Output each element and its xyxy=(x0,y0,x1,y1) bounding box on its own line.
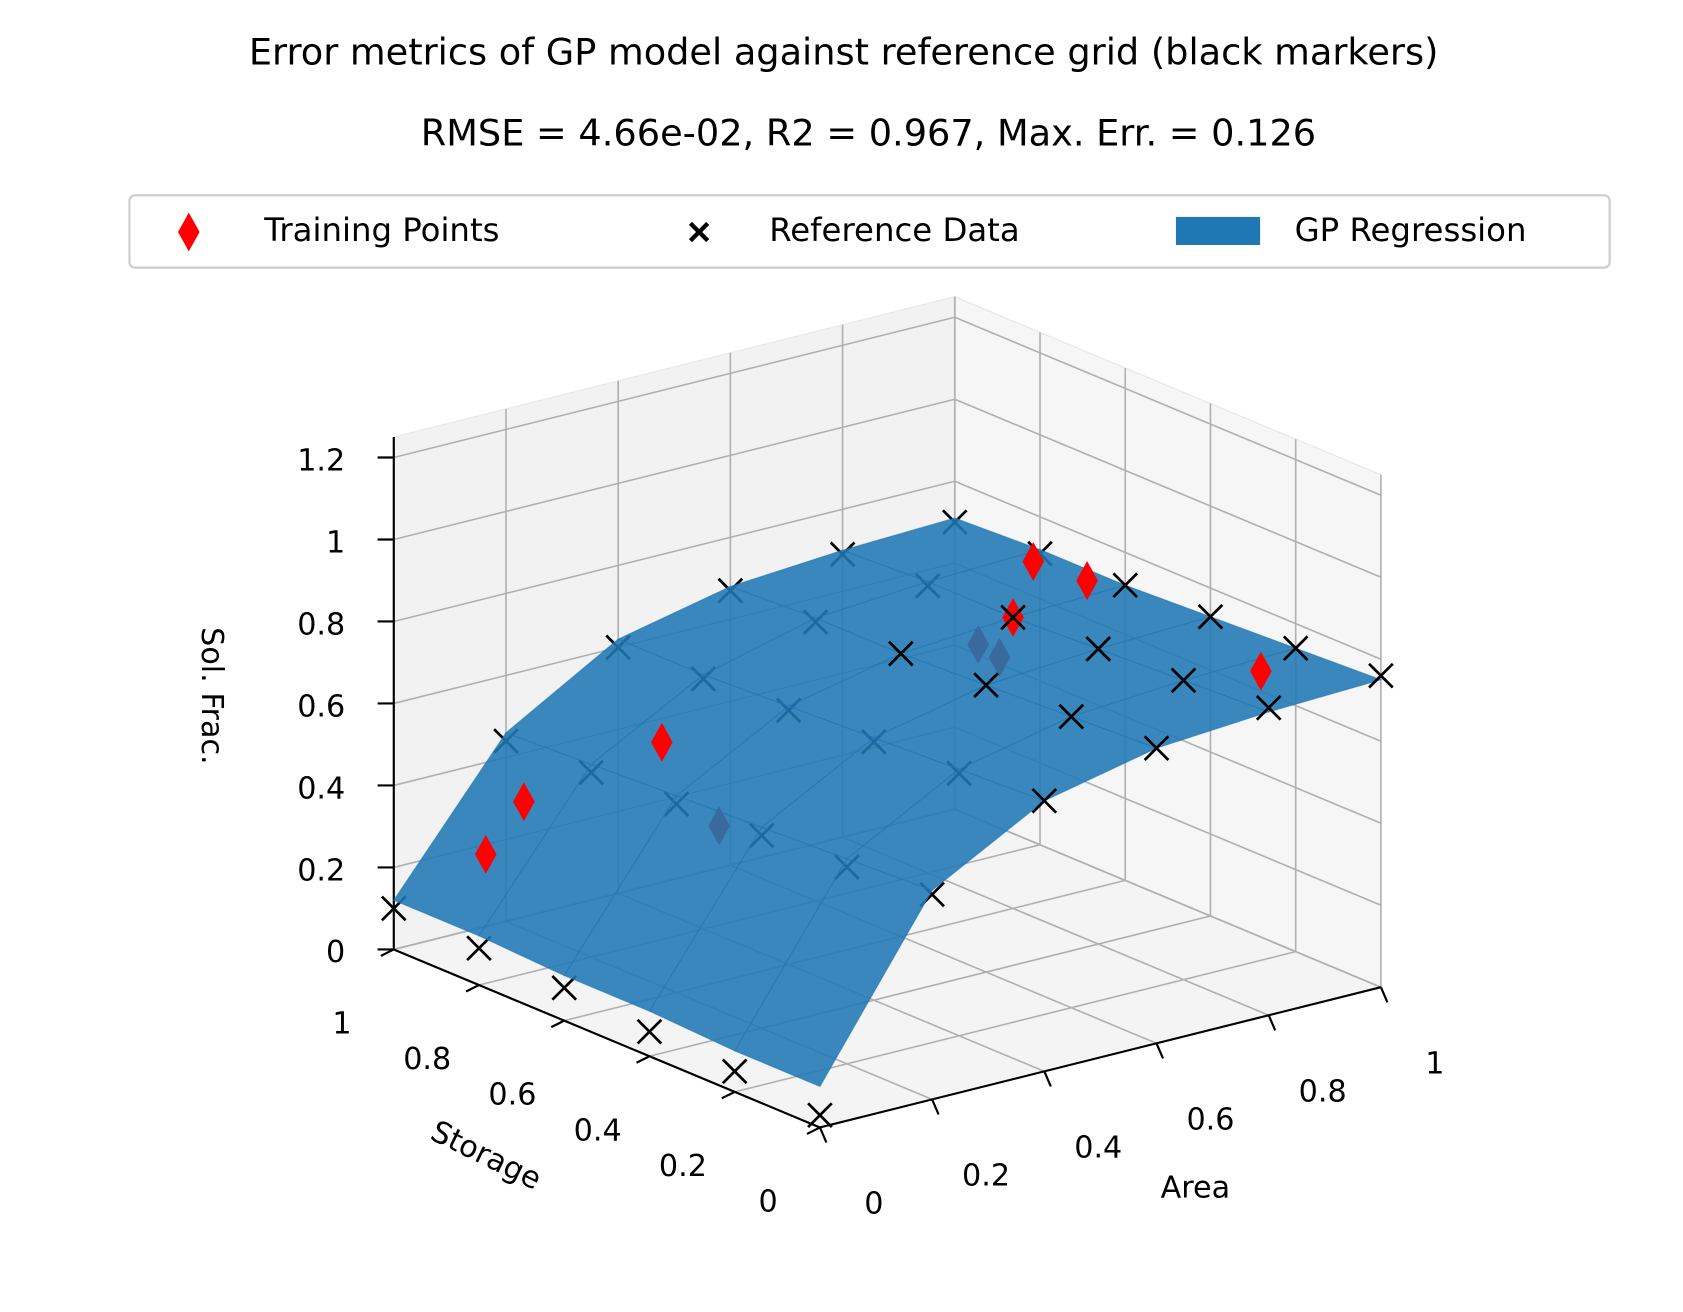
reference-point xyxy=(1143,735,1170,761)
grid-line xyxy=(954,480,1382,660)
legend-label: Reference Data xyxy=(769,211,1020,249)
z-tick-label: 0.8 xyxy=(297,607,345,642)
x-tick xyxy=(1379,986,1389,1003)
z-tick-label: 1 xyxy=(326,525,345,560)
reference-point xyxy=(1085,636,1112,662)
y-tick-label: 0.8 xyxy=(403,1042,451,1077)
surface-cell xyxy=(733,858,933,1088)
y-tick xyxy=(721,1090,736,1100)
legend-box xyxy=(128,194,1611,269)
reference-point xyxy=(1368,662,1394,689)
legend-label: GP Regression xyxy=(1295,211,1527,249)
reference-point xyxy=(1112,572,1139,599)
y-tick-label: 0.2 xyxy=(659,1149,707,1184)
reference-point xyxy=(1282,635,1309,662)
z-tick-label: 0.6 xyxy=(297,689,345,724)
z-tick-label: 1.2 xyxy=(297,443,345,478)
grid-line xyxy=(954,316,1382,496)
reference-point xyxy=(551,975,578,1001)
x-tick-label: 0.4 xyxy=(1074,1131,1122,1166)
grid-line xyxy=(393,316,955,459)
x-tick xyxy=(1155,1042,1164,1059)
y-tick xyxy=(636,1055,650,1064)
reference-point xyxy=(1000,604,1026,631)
y-tick-label: 1 xyxy=(332,1006,351,1041)
reference-point xyxy=(888,640,914,667)
y-tick-label: 0 xyxy=(759,1184,778,1219)
reference-point xyxy=(721,1058,748,1085)
grid-line xyxy=(393,480,955,623)
reference-point xyxy=(973,672,999,698)
axis-line xyxy=(819,986,1382,1129)
axis-line xyxy=(393,948,821,1129)
y-tick-label: 0.4 xyxy=(574,1113,622,1148)
reference-point xyxy=(1255,694,1282,721)
reference-point xyxy=(1170,667,1197,694)
z-tick-label: 0.4 xyxy=(297,771,345,806)
grid-line xyxy=(954,398,1382,578)
x-tick xyxy=(1267,1014,1277,1031)
x-tick-label: 0.2 xyxy=(962,1159,1010,1194)
x-tick xyxy=(931,1098,940,1115)
reference-point xyxy=(1058,703,1085,730)
z-tick-label: 0 xyxy=(326,935,345,970)
chart-subtitle: RMSE = 4.66e-02, R2 = 0.967, Max. Err. =… xyxy=(421,111,1316,154)
legend-label: Training Points xyxy=(263,211,499,249)
reference-point xyxy=(636,1018,663,1045)
legend-swatch xyxy=(1175,216,1261,245)
x-tick xyxy=(818,1127,828,1143)
grid-line xyxy=(954,808,1382,988)
legend-marker xyxy=(178,212,200,252)
reference-point xyxy=(807,1102,833,1128)
reference-point xyxy=(1197,603,1224,630)
x-tick-label: 0.6 xyxy=(1186,1102,1234,1137)
grid-line xyxy=(393,398,955,541)
x-tick-label: 1 xyxy=(1425,1046,1444,1081)
legend-marker xyxy=(688,221,710,243)
training-point xyxy=(651,722,673,762)
y-tick xyxy=(550,1019,565,1029)
y-tick-label: 0.6 xyxy=(488,1078,536,1113)
reference-point xyxy=(1031,787,1058,814)
x-tick xyxy=(1043,1070,1052,1087)
y-axis-label: Storage xyxy=(425,1114,547,1197)
y-tick xyxy=(806,1126,821,1135)
x-tick-label: 0 xyxy=(864,1187,883,1222)
x-axis-label: Area xyxy=(1161,1170,1230,1205)
reference-point xyxy=(466,935,492,961)
chart-title: Error metrics of GP model against refere… xyxy=(249,31,1439,74)
z-tick-label: 0.2 xyxy=(297,853,345,888)
y-tick xyxy=(465,984,480,993)
x-tick-label: 0.8 xyxy=(1299,1074,1347,1109)
z-axis-label: Sol. Frac. xyxy=(194,627,229,764)
